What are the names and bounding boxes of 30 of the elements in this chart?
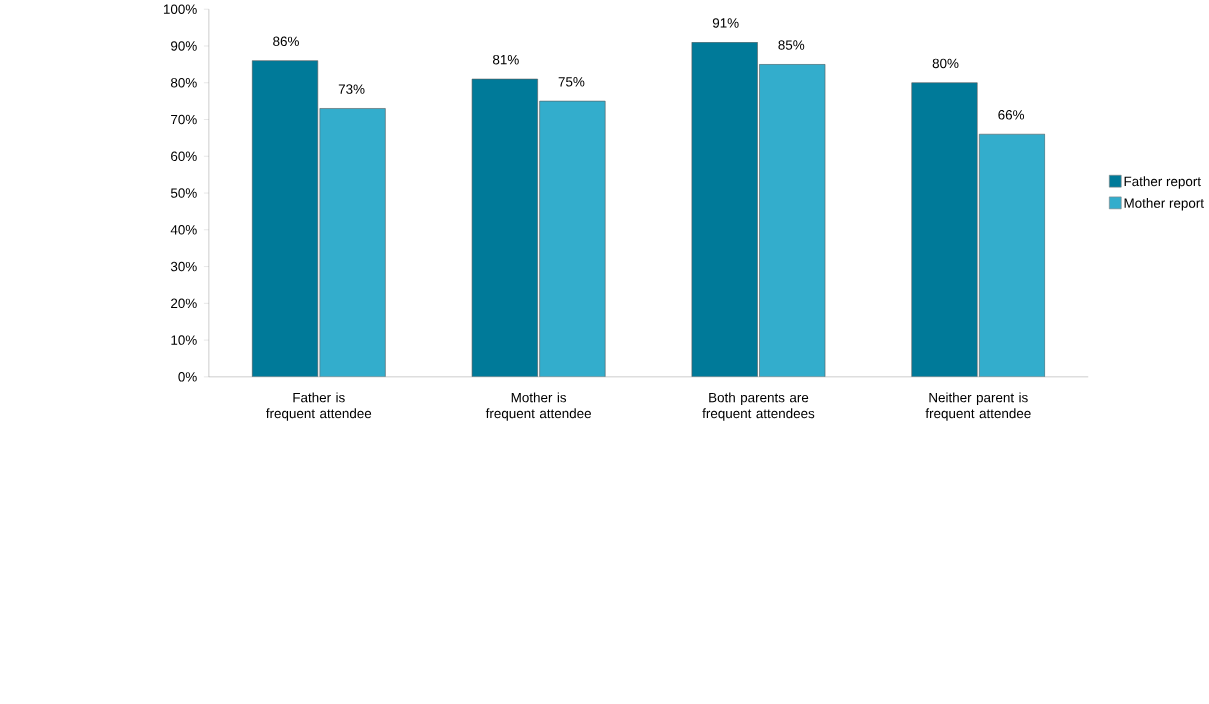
x-tick-label: Neither parent is frequent attendee (925, 392, 1031, 421)
y-tick-label: 70% (171, 114, 197, 125)
y-tick-label: 10% (171, 335, 197, 345)
data-label: 80% (932, 58, 959, 69)
data-label: 85% (778, 40, 805, 50)
legend-label: Mother report (1124, 197, 1204, 211)
bar (691, 41, 758, 377)
data-label: 91% (712, 18, 739, 28)
y-tick-label: 20% (171, 298, 197, 309)
y-tick-label: 60% (171, 151, 197, 161)
legend-label: Father report (1124, 176, 1201, 189)
y-tick-label: 40% (170, 225, 197, 235)
x-tick-label: Father is frequent attendee (266, 392, 372, 421)
data-label: 73% (338, 84, 365, 94)
x-tick-label: Mother is frequent attendee (485, 392, 591, 421)
y-tick-label: 100% (163, 4, 197, 14)
y-tick-label: 30% (170, 261, 197, 272)
bar (911, 82, 978, 377)
data-label: 81% (492, 54, 519, 65)
y-tick-label: 0% (178, 372, 197, 382)
y-tick-label: 80% (170, 77, 197, 88)
data-label: 86% (273, 36, 299, 47)
data-label: 75% (558, 77, 585, 87)
x-tick-label: Both parents are frequent attendees (702, 392, 815, 421)
bar (471, 78, 538, 377)
bar (319, 108, 386, 377)
y-tick-label: 50% (170, 188, 197, 198)
bar (251, 60, 319, 377)
y-tick-label: 90% (171, 41, 197, 51)
data-label: 66% (998, 110, 1025, 120)
